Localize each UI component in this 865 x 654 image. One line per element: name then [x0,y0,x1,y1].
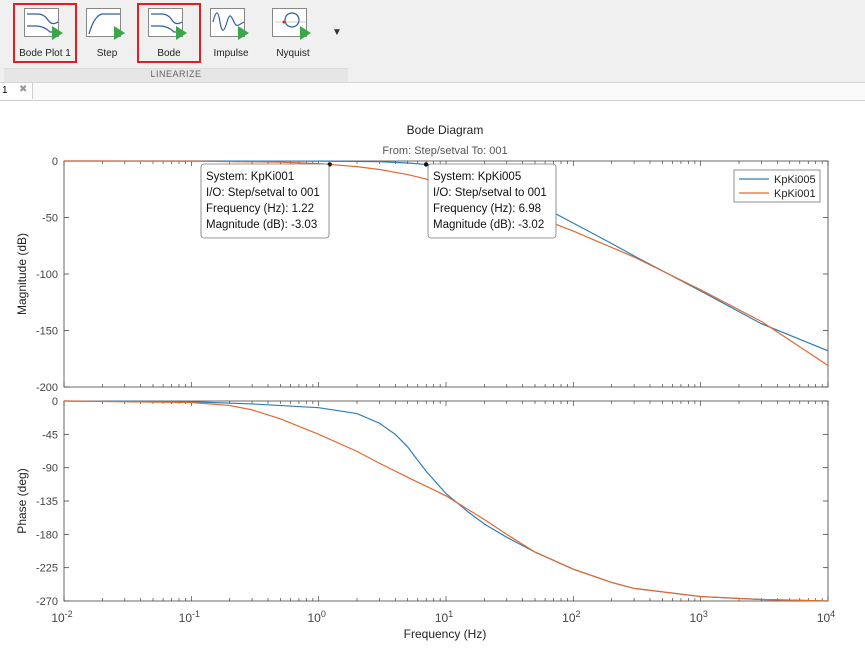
y-tick-label: -200 [36,382,58,394]
step-label: Step [96,48,118,59]
x-tick-label: 101 [435,609,453,625]
close-icon[interactable]: ✖ [19,84,28,95]
nyquist-button[interactable]: Nyquist [262,4,324,62]
y-tick-label: -90 [42,463,58,475]
datatip-box[interactable] [200,163,330,239]
y-tick-label: 0 [52,156,58,168]
bode-plot-icon [24,8,63,40]
x-tick-label: 10-1 [179,609,200,625]
phase-y-axis-label: Phase (deg) [15,468,29,533]
y-tick-label: -225 [36,563,58,575]
y-tick-label: -45 [42,429,58,441]
datatip-box[interactable] [427,163,557,239]
impulse-label: Impulse [213,48,249,59]
nyquist-plot-icon [272,8,311,40]
bode-label: Bode [157,48,181,59]
datatip-text: System: KpKi001 [206,171,294,183]
impulse-button[interactable]: Impulse [200,4,262,62]
y-tick-label: -180 [36,529,58,541]
step-plot-icon [86,8,125,40]
series-line-kpki001 [63,400,829,602]
step-button[interactable]: Step [76,4,138,62]
y-tick-label: -135 [36,496,58,508]
bode-button[interactable]: Bode [137,3,201,63]
legend-label-kpki001: KpKi001 [774,188,816,200]
y-tick-label: -150 [36,326,58,338]
bode-plot-1-label: Bode Plot 1 [19,48,71,59]
linearize-section-label: LINEARIZE [4,68,348,82]
datatip-text: Magnitude (dB): -3.02 [433,219,544,231]
legend[interactable]: KpKi005 KpKi001 [733,169,821,203]
chart-title: Bode Diagram [407,123,484,137]
y-tick-label: -270 [36,596,58,608]
y-tick-label: 0 [52,396,58,408]
x-tick-label: 10-2 [51,609,72,625]
datatip-marker[interactable] [423,162,429,167]
datatip-text: I/O: Step/setval to 001 [206,187,320,199]
y-tick-label: -50 [42,213,58,225]
y-tick-label: -100 [36,269,58,281]
bode-plot-icon [148,8,187,40]
legend-box [733,169,821,203]
datatip-text: I/O: Step/setval to 001 [433,187,547,199]
x-tick-label: 100 [307,609,325,625]
toolstrip-ribbon: Bode Plot 1 Step Bode Impulse [0,0,865,83]
datatip-text: System: KpKi005 [433,171,521,183]
document-tab-strip: 1 ✖ [0,83,865,101]
datatip-text: Magnitude (dB): -3.03 [206,219,317,231]
nyquist-label: Nyquist [276,48,310,59]
x-tick-label: 103 [689,609,707,625]
datatip-text: Frequency (Hz): 1.22 [206,203,314,215]
bode-plot-1-button[interactable]: Bode Plot 1 [13,3,77,63]
impulse-plot-icon [210,8,249,40]
legend-label-kpki005: KpKi005 [774,174,816,186]
phase-plot-area [63,400,829,602]
gallery-expand-icon[interactable]: ▼ [332,27,342,38]
x-axis-label: Frequency (Hz) [404,627,487,641]
magnitude-y-axis-label: Magnitude (dB) [15,233,29,315]
x-tick-label: 102 [562,609,580,625]
tab-1-label: 1 [2,85,8,96]
x-tick-label: 104 [817,609,835,625]
chart-subtitle: From: Step/setval To: 001 [382,145,507,157]
magnitude-axes: 0 -50 -100 -150 -200 System: KpKi001 I/O: Ste… [15,156,829,394]
datatip-text: Frequency (Hz): 6.98 [433,203,541,215]
bode-diagram: Bode Diagram From: Step/setval To: 001 0… [15,123,835,641]
phase-axes: 0 -45 -90 -135 -180 -225 -270 Phase (deg) [15,396,829,608]
tab-1[interactable]: 1 ✖ [0,83,33,99]
